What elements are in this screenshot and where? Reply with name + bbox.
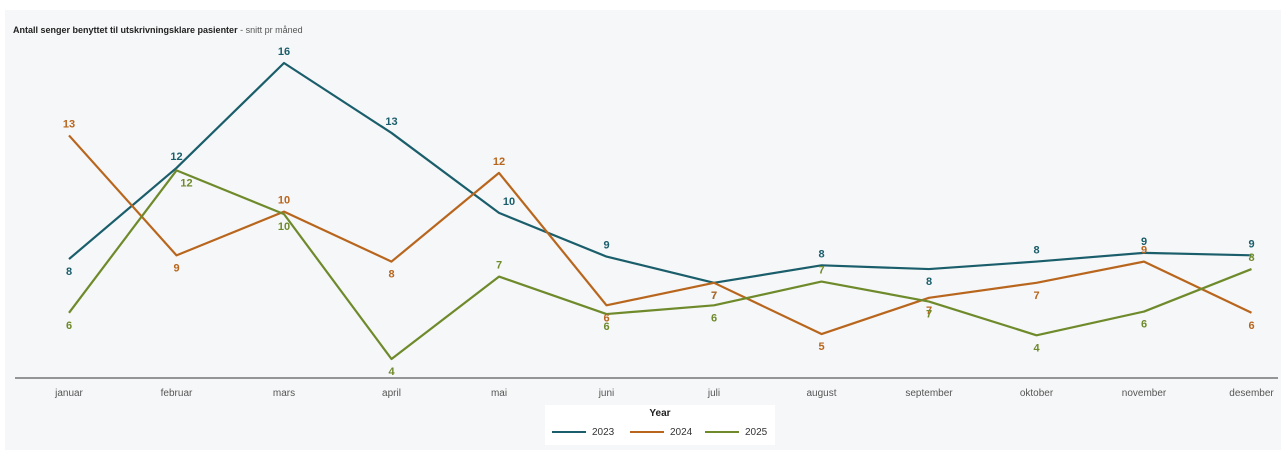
data-label-2025: 6 [1141,319,1147,331]
data-label-2023: 13 [385,116,397,128]
x-tick-label: september [905,388,953,399]
data-label-2025: 4 [388,366,395,378]
data-label-2023: 8 [1033,245,1039,257]
data-label-2025: 7 [926,309,932,321]
legend-item-2025[interactable]: 2025 [705,425,767,439]
data-label-2025: 10 [278,221,290,233]
x-tick-label: januar [54,388,83,399]
series-line-2024 [68,134,1252,336]
data-label-2024: 6 [603,312,609,324]
x-tick-label: mai [491,388,507,399]
chart-title-main: Antall senger benyttet til utskrivningsk… [13,25,238,35]
chart-title: Antall senger benyttet til utskrivningsk… [13,25,303,35]
x-tick-label: oktober [1020,388,1054,399]
x-tick-label: juni [598,388,615,399]
x-tick-label: desember [1229,388,1274,399]
x-tick-label: mars [273,388,295,399]
legend-item-2024[interactable]: 2024 [630,425,692,439]
data-label-2024: 13 [63,118,75,130]
series-line-2023 [68,61,1252,284]
data-label-2024: 7 [711,290,717,302]
data-label-2024: 9 [173,262,179,274]
data-label-2023: 8 [66,266,72,278]
legend-swatch [705,431,739,433]
series-line-2025 [68,169,1252,361]
data-label-2023: 16 [278,46,290,58]
legend-label: 2023 [592,426,615,438]
data-label-2023: 9 [603,240,609,252]
data-label-2023: 8 [926,276,932,288]
data-label-2024: 12 [493,156,505,168]
data-label-2024: 7 [926,305,932,317]
chart-subtitle: - snitt pr måned [237,25,303,35]
x-tick-label: august [806,388,836,399]
legend-swatch [552,431,586,433]
legend-item-2023[interactable]: 2023 [552,425,614,439]
x-tick-label: april [382,388,401,399]
chart-panel [5,10,1281,450]
data-label-2024: 6 [1248,320,1254,332]
data-label-2023: 10 [503,196,515,208]
legend-swatch [630,431,664,433]
x-tick-label: november [1122,388,1167,399]
data-label-2025: 6 [711,312,717,324]
data-label-2024: 10 [278,195,290,207]
data-label-2024: 8 [388,269,394,281]
data-label-2023: 9 [1141,236,1147,248]
data-label-2025: 12 [180,177,192,189]
data-label-2023: 8 [818,248,824,260]
data-label-2025: 6 [603,321,609,333]
chart-legend: Year 2023 2024 2025 [545,405,775,445]
data-label-2024: 7 [1033,290,1039,302]
x-tick-label: juli [707,388,720,399]
data-label-2025: 7 [818,265,824,277]
x-tick-label: februar [161,388,193,399]
data-label-2025: 8 [1248,252,1254,264]
data-label-2023: 9 [1248,238,1254,250]
data-label-2024: 5 [818,341,824,353]
legend-label: 2024 [670,426,693,438]
legend-title: Year [649,408,671,419]
data-label-2025: 6 [66,320,72,332]
data-label-2025: 4 [1033,342,1040,354]
data-label-2024: 9 [1141,245,1147,257]
data-label-2023: 12 [170,151,182,163]
data-label-2023: 7 [711,290,717,302]
data-label-2025: 7 [496,260,502,272]
legend-label: 2025 [745,426,768,438]
